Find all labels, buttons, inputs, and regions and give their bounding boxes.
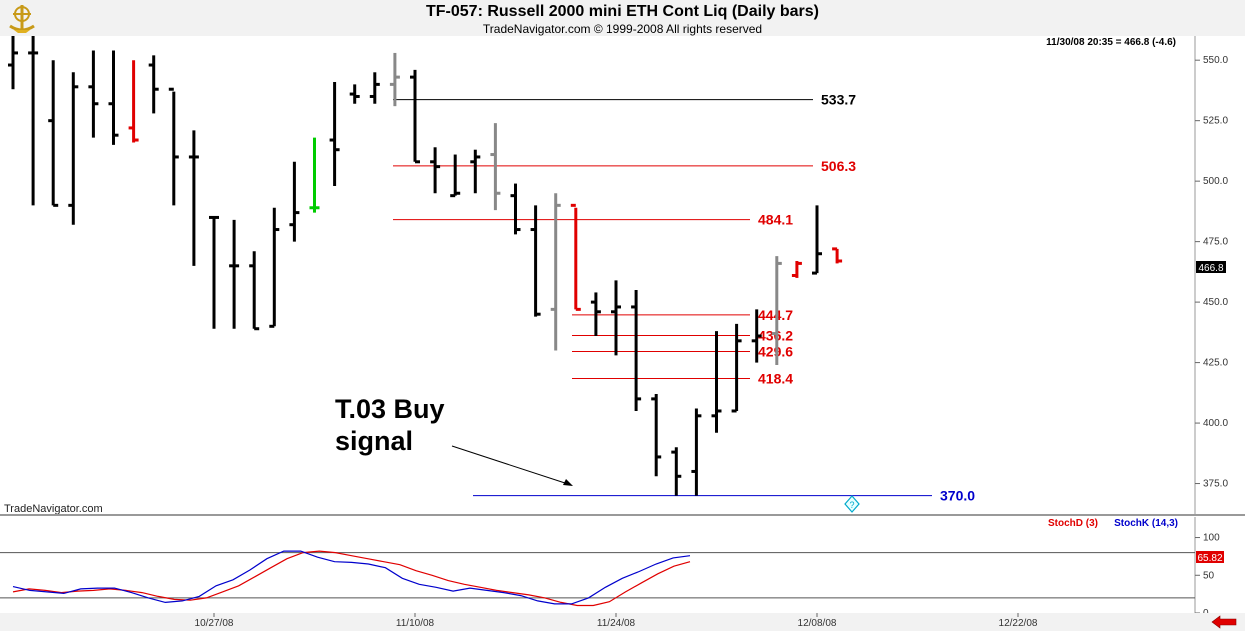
ohlc-bar <box>329 81 340 186</box>
trade-navigator-logo-icon <box>9 5 35 33</box>
ohlc-bar <box>450 154 461 198</box>
y-tick-label: 425.0 <box>1203 358 1228 369</box>
ohlc-bar <box>68 72 79 225</box>
ohlc-bar <box>48 60 59 207</box>
x-tick-label: 11/10/08 <box>396 618 435 629</box>
stoch-lines <box>12 550 691 607</box>
ohlc-bar <box>550 193 561 351</box>
stoch-series-line <box>12 550 691 605</box>
ohlc-bar <box>470 149 481 194</box>
level-label: 370.0 <box>940 488 975 504</box>
ohlc-bar <box>771 256 782 366</box>
ohlc-bar <box>510 183 521 235</box>
chart-title: TF-057: Russell 2000 mini ETH Cont Liq (… <box>426 3 819 20</box>
chart-header: TF-057: Russell 2000 mini ETH Cont Liq (… <box>0 0 1245 36</box>
x-tick-label: 12/22/08 <box>999 618 1038 629</box>
ohlc-bar <box>731 323 742 413</box>
stoch-gridlines <box>0 552 1195 599</box>
x-tick-label: 11/24/08 <box>597 618 636 629</box>
x-tick-label: 10/27/08 <box>195 618 234 629</box>
ohlc-bar <box>289 161 300 242</box>
ohlc-bar <box>88 50 99 138</box>
ohlc-bar <box>128 60 139 143</box>
ohlc-bar <box>631 290 642 411</box>
ohlc-bar <box>108 50 119 145</box>
ohlc-bar <box>651 394 662 477</box>
ohlc-bar <box>812 205 822 275</box>
ohlc-bar <box>832 247 843 264</box>
ohlc-bar <box>349 84 360 104</box>
ohlc-bar <box>751 309 762 363</box>
legend-stochd: StochD (3) <box>1048 518 1098 529</box>
chart-subtitle: TradeNavigator.com © 1999-2008 All right… <box>482 22 763 36</box>
last-price-tag-bg <box>1196 261 1226 273</box>
ohlc-bar <box>168 87 179 206</box>
watermark: TradeNavigator.com <box>4 503 103 515</box>
annotation-arrowhead <box>563 479 573 486</box>
x-axis: 10/27/08 11/10/08 11/24/08 12/08/08 12/22/08 <box>195 613 1038 629</box>
level-label: 506.3 <box>821 158 856 174</box>
stoch-tick-label: 50 <box>1203 570 1215 581</box>
ohlc-bar <box>309 137 320 213</box>
ohlc-bar <box>490 123 501 211</box>
ohlc-bar <box>430 147 441 194</box>
y-tick-label: 375.0 <box>1203 479 1228 490</box>
ohlc-bar <box>791 260 802 278</box>
ohlc-bar <box>410 69 420 164</box>
annotation-line1: T.03 Buy <box>335 394 445 424</box>
stoch-tick-label: 100 <box>1203 533 1220 544</box>
scroll-left-arrow-icon[interactable] <box>1211 615 1237 629</box>
price-bars <box>8 36 843 496</box>
y-tick-label: 525.0 <box>1203 116 1228 127</box>
diamond-marker-icon[interactable]: ? <box>844 495 860 513</box>
ohlc-bar <box>711 331 722 433</box>
ohlc-bar <box>28 36 39 206</box>
ohlc-bar <box>691 408 702 496</box>
x-tick-label: 12/08/08 <box>798 618 837 629</box>
y-tick-label: 500.0 <box>1203 176 1228 187</box>
ohlc-bar <box>570 203 581 311</box>
ohlc-bar <box>369 72 380 104</box>
ohlc-bar <box>671 447 682 496</box>
ohlc-bar <box>229 219 240 329</box>
x-axis-strip <box>0 613 1245 631</box>
svg-text:?: ? <box>849 500 854 510</box>
price-axis: 375.0 400.0 425.0 450.0 475.0 500.0 525.0 550.0 <box>1195 55 1228 490</box>
y-tick-label: 450.0 <box>1203 297 1228 308</box>
stoch-series-line <box>12 550 691 607</box>
ohlc-bar <box>530 205 541 317</box>
annotation-line2: signal <box>335 426 413 456</box>
ohlc-bar <box>148 55 159 114</box>
level-label: 418.4 <box>758 371 793 387</box>
annotation-arrow <box>451 445 569 485</box>
stoch-last-tag: 65.82 <box>1197 553 1222 564</box>
quote-readout: 11/30/08 20:35 = 466.8 (-4.6) <box>1046 37 1176 48</box>
y-tick-label: 475.0 <box>1203 237 1228 248</box>
ohlc-bar <box>8 36 18 90</box>
legend-stochk: StochK (14,3) <box>1114 518 1178 529</box>
stoch-pane <box>0 517 1195 613</box>
ohlc-bar <box>209 215 219 329</box>
y-tick-label: 550.0 <box>1203 55 1228 66</box>
ohlc-bar <box>611 280 621 356</box>
ohlc-bar <box>188 130 199 266</box>
stoch-last-tag-bg <box>1196 551 1224 563</box>
stoch-axis: 050100 <box>1195 533 1220 619</box>
last-price-tag: 466.8 <box>1198 263 1223 274</box>
ohlc-bar <box>590 292 601 336</box>
ohlc-bar <box>249 251 260 331</box>
ohlc-bar <box>389 52 400 107</box>
y-tick-label: 400.0 <box>1203 418 1228 429</box>
level-label: 484.1 <box>758 212 793 228</box>
price-pane <box>0 36 1195 515</box>
level-label: 533.7 <box>821 92 856 108</box>
ohlc-bar <box>269 207 280 328</box>
